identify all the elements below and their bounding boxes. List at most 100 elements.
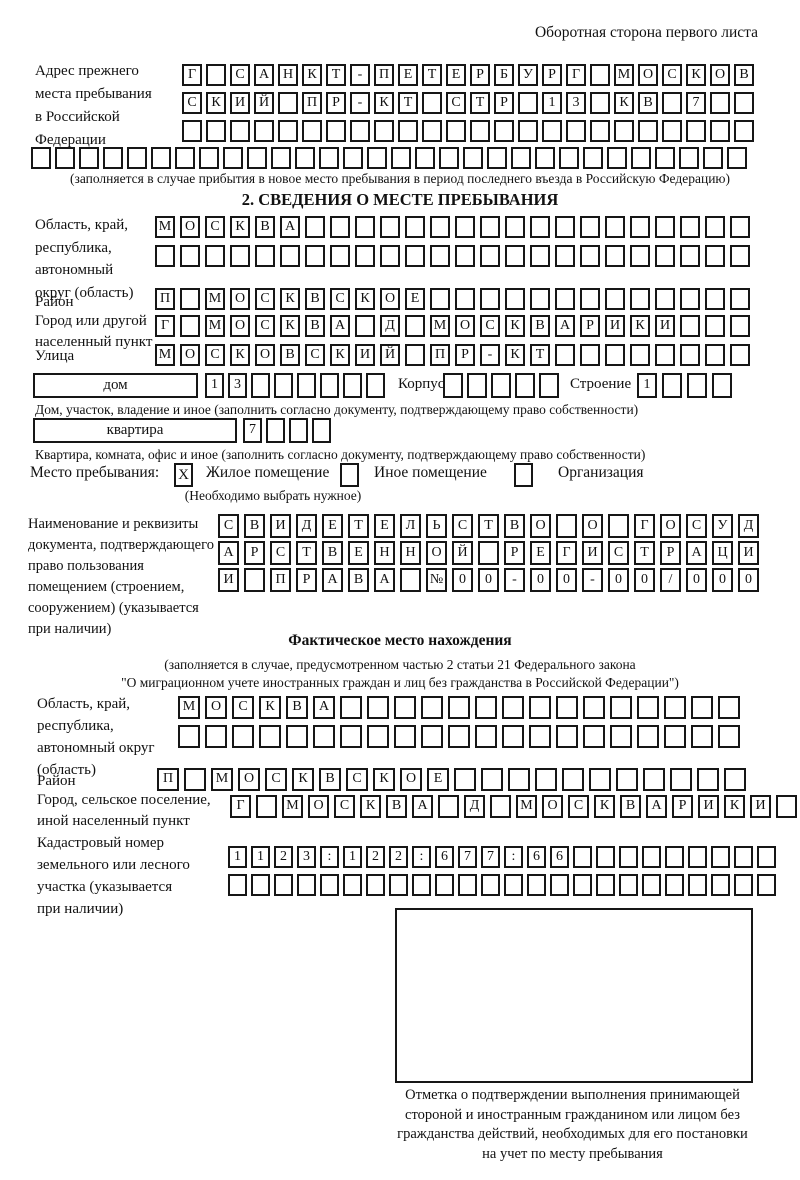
char-cell <box>355 245 375 267</box>
char-cell: А <box>412 795 433 818</box>
char-cell: К <box>302 64 322 86</box>
char-cell: С <box>218 514 239 538</box>
char-cell <box>665 846 684 868</box>
char-cell <box>380 245 400 267</box>
char-cell: Л <box>400 514 421 538</box>
char-cell: Г <box>556 541 577 565</box>
char-cell <box>711 874 730 896</box>
char-cell <box>687 373 707 398</box>
char-cell: А <box>686 541 707 565</box>
char-cell: 6 <box>435 846 454 868</box>
char-cell <box>718 696 740 719</box>
char-cell <box>254 120 274 142</box>
char-cell: К <box>630 315 650 337</box>
char-cell: Й <box>380 344 400 366</box>
char-cell <box>680 288 700 310</box>
char-cell <box>688 874 707 896</box>
char-cell: К <box>330 344 350 366</box>
char-cell <box>688 846 707 868</box>
char-cell <box>297 874 316 896</box>
char-cell: О <box>238 768 260 791</box>
char-cell <box>256 795 277 818</box>
char-cell: М <box>178 696 200 719</box>
char-cell: С <box>330 288 350 310</box>
char-cell <box>230 245 250 267</box>
char-cell <box>730 315 750 337</box>
char-cell: О <box>638 64 658 86</box>
char-cell <box>686 120 706 142</box>
char-cell <box>662 92 682 114</box>
stamp-note: Отметка о подтверждении выполнения прини… <box>397 1087 748 1162</box>
char-cell <box>529 725 551 748</box>
char-cell <box>705 344 725 366</box>
char-cell <box>530 216 550 238</box>
char-cell <box>680 315 700 337</box>
char-cell <box>289 418 308 443</box>
char-cell <box>655 147 675 169</box>
factual-note-2: "О миграционном учете иностранных гражда… <box>121 675 679 690</box>
document-row-3: И П Р А В А № 0 0-0 0-0 0/0 0 0 <box>218 568 759 592</box>
char-cell <box>422 120 442 142</box>
char-cell: / <box>660 568 681 592</box>
char-cell <box>610 696 632 719</box>
char-cell: № <box>426 568 447 592</box>
char-cell <box>550 874 569 896</box>
char-cell: И <box>655 315 675 337</box>
char-cell <box>555 216 575 238</box>
char-cell <box>271 147 291 169</box>
char-cell: О <box>455 315 475 337</box>
char-cell <box>405 344 425 366</box>
char-cell: Б <box>494 64 514 86</box>
char-cell <box>478 541 499 565</box>
char-cell <box>430 216 450 238</box>
char-cell <box>555 288 575 310</box>
char-cell: 0 <box>556 568 577 592</box>
char-cell <box>555 245 575 267</box>
char-cell <box>206 120 226 142</box>
prev-address-label: Адрес прежнего места пребывания в Россий… <box>35 63 152 148</box>
char-cell <box>637 696 659 719</box>
char-cell <box>711 846 730 868</box>
char-cell: - <box>582 568 603 592</box>
char-cell <box>455 216 475 238</box>
char-cell: : <box>504 846 523 868</box>
char-cell <box>614 120 634 142</box>
char-cell: Й <box>254 92 274 114</box>
char-cell: Е <box>398 64 418 86</box>
char-cell <box>380 216 400 238</box>
char-cell <box>355 216 375 238</box>
char-cell: С <box>334 795 355 818</box>
char-cell <box>455 245 475 267</box>
char-cell: М <box>516 795 537 818</box>
char-cell: С <box>446 92 466 114</box>
char-cell <box>494 120 514 142</box>
char-cell <box>274 874 293 896</box>
char-cell: Т <box>398 92 418 114</box>
char-cell <box>421 696 443 719</box>
factual-note-1: (заполняется в случае, предусмотренном ч… <box>164 657 636 672</box>
residence-note: (Необходимо выбрать нужное) <box>184 488 362 503</box>
char-cell <box>630 245 650 267</box>
char-cell: О <box>530 514 551 538</box>
char-cell: Т <box>634 541 655 565</box>
char-cell: Р <box>455 344 475 366</box>
char-cell: А <box>313 696 335 719</box>
char-cell: Е <box>446 64 466 86</box>
char-cell <box>367 696 389 719</box>
char-cell <box>665 874 684 896</box>
factual-oblast-label: Область, край, республика, автономный ок… <box>37 696 155 778</box>
char-cell: А <box>555 315 575 337</box>
stamp-box <box>395 908 753 1083</box>
char-cell: С <box>608 541 629 565</box>
char-cell: И <box>698 795 719 818</box>
char-cell: 0 <box>530 568 551 592</box>
char-cell <box>556 514 577 538</box>
char-cell <box>151 147 171 169</box>
char-cell <box>583 725 605 748</box>
char-cell <box>530 245 550 267</box>
char-cell: 1 <box>542 92 562 114</box>
char-cell: О <box>205 696 227 719</box>
